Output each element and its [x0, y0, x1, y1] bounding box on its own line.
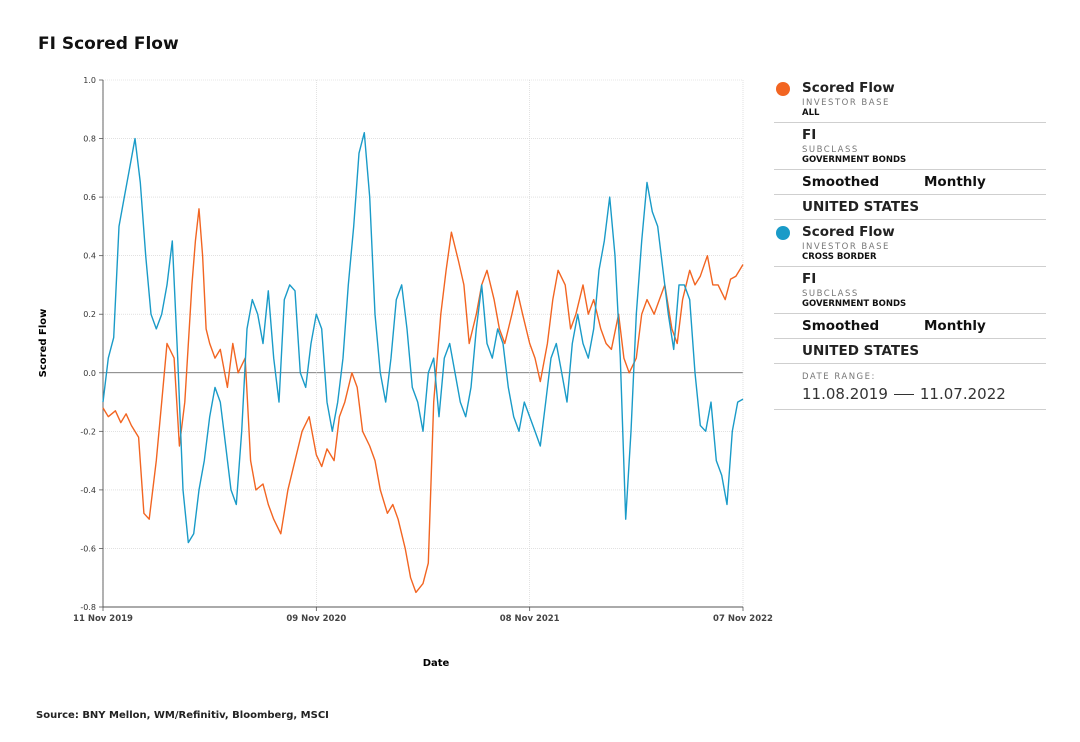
- series-2-color-dot: [776, 226, 790, 240]
- y-tick-label: 0.6: [83, 193, 96, 202]
- series-2-investor-base-label: INVESTOR BASE: [802, 242, 890, 252]
- x-tick-label: 08 Nov 2021: [500, 614, 560, 624]
- y-tick-label: 1.0: [83, 76, 96, 85]
- series-1-name: Scored Flow: [802, 80, 895, 96]
- series-2-investor-base: CROSS BORDER: [802, 252, 877, 262]
- x-tick-label: 09 Nov 2020: [286, 614, 346, 624]
- source-note: Source: BNY Mellon, WM/Refinitiv, Bloomb…: [36, 710, 329, 721]
- y-tick-label: -0.8: [80, 603, 96, 612]
- series-1-frequency: Monthly: [924, 174, 986, 190]
- date-range-label: DATE RANGE:: [802, 372, 876, 382]
- date-range-end: 11.07.2022: [919, 385, 1006, 403]
- x-axis-label: Date: [423, 658, 450, 669]
- y-tick-label: 0.8: [83, 135, 96, 144]
- y-tick-label: 0.2: [83, 310, 96, 319]
- series-1-color-dot: [776, 82, 790, 96]
- series-2-frequency: Monthly: [924, 318, 986, 334]
- date-range[interactable]: DATE RANGE: 11.08.2019 11.07.2022: [774, 364, 1046, 410]
- series-2-subclass: GOVERNMENT BONDS: [802, 299, 907, 309]
- y-axis-label: Scored Flow: [38, 309, 49, 378]
- y-tick-label: -0.6: [80, 544, 96, 553]
- chart-title: FI Scored Flow: [38, 34, 179, 54]
- legend-series-2[interactable]: Scored Flow INVESTOR BASE CROSS BORDER F…: [774, 220, 1046, 364]
- series-2-name: Scored Flow: [802, 224, 895, 240]
- axes: -0.8 -0.6 -0.4 -0.2 0.0 0.2 0.4 0.6 0.8 1.0 11 Nov…: [73, 76, 773, 624]
- series-2-asset: FI: [802, 271, 817, 287]
- y-tick-label: -0.4: [80, 486, 96, 495]
- date-range-separator: [893, 393, 914, 395]
- y-tick-label: 0.4: [83, 252, 96, 261]
- series-1-investor-base-label: INVESTOR BASE: [802, 98, 890, 108]
- series-2-smoothing: Smoothed: [802, 318, 880, 334]
- series-1-smoothing: Smoothed: [802, 174, 880, 190]
- grid: [102, 79, 744, 608]
- series-1-asset: FI: [802, 127, 817, 143]
- series-1-region: UNITED STATES: [802, 199, 920, 215]
- x-tick-label: 07 Nov 2022: [713, 614, 773, 624]
- legend-series-1[interactable]: Scored Flow INVESTOR BASE ALL FI SUBCLAS…: [774, 76, 1046, 220]
- series-line-2: [102, 131, 744, 544]
- series-1-subclass-label: SUBCLASS: [802, 145, 859, 155]
- series-line-1: [102, 208, 744, 594]
- legend: Scored Flow INVESTOR BASE ALL FI SUBCLAS…: [774, 76, 1046, 410]
- x-tick-label: 11 Nov 2019: [73, 614, 133, 624]
- y-tick-label: -0.2: [80, 427, 96, 436]
- series-layer: [102, 131, 744, 594]
- y-tick-label: 0.0: [83, 369, 96, 378]
- series-2-region: UNITED STATES: [802, 343, 920, 359]
- series-1-investor-base: ALL: [802, 108, 820, 118]
- series-2-subclass-label: SUBCLASS: [802, 289, 859, 299]
- date-range-start: 11.08.2019: [802, 385, 888, 403]
- series-1-subclass: GOVERNMENT BONDS: [802, 155, 907, 165]
